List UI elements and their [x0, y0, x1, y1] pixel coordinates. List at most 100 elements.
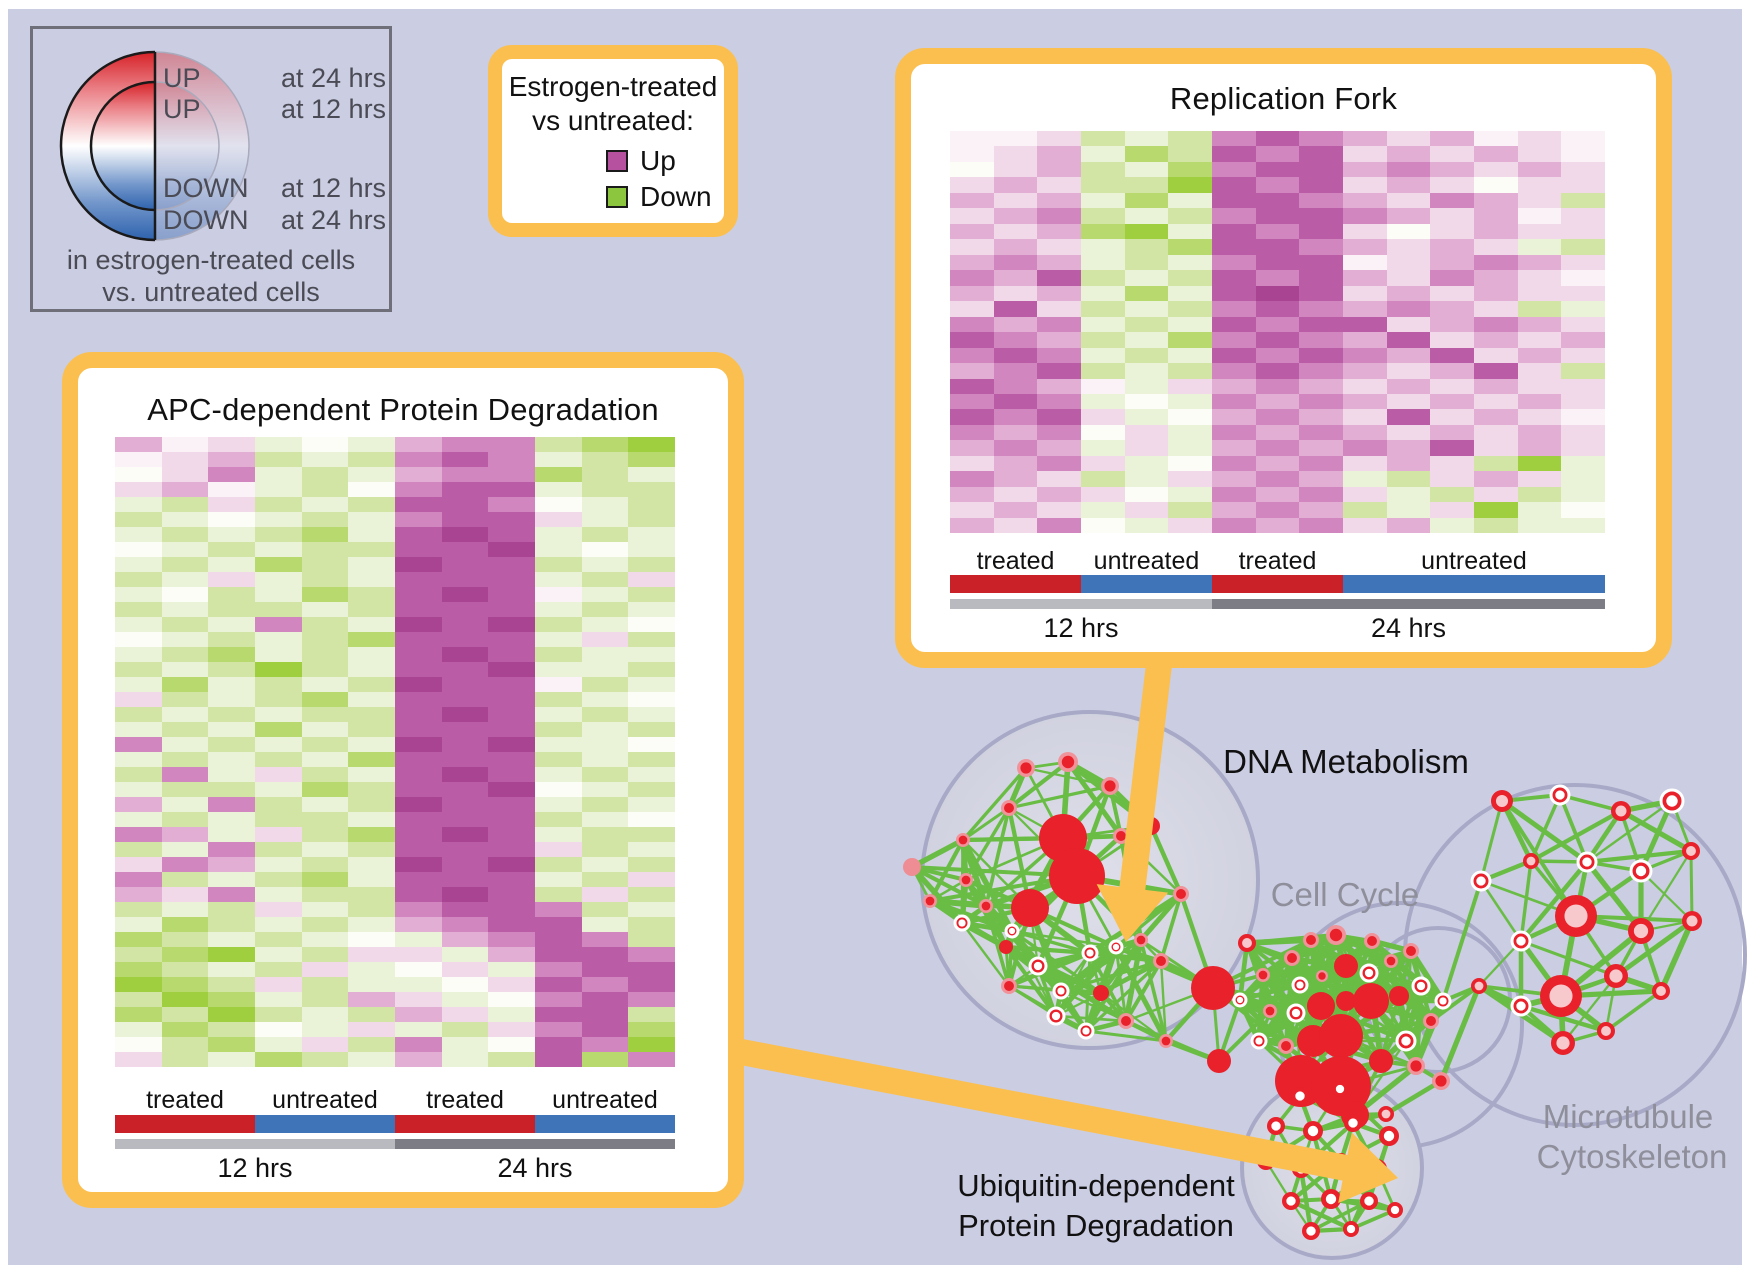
heatmap-cell	[208, 782, 256, 797]
heatmap-cell	[535, 617, 582, 632]
heatmap-cell	[1561, 146, 1606, 162]
heatmap-row	[950, 177, 1606, 193]
heatmap-cell	[161, 1022, 209, 1037]
heatmap-cell	[628, 842, 676, 857]
heatmap-cell	[950, 208, 994, 224]
heatmap-cell	[395, 932, 442, 947]
heatmap-cell	[535, 707, 582, 722]
heatmap-cell	[1081, 409, 1125, 425]
heatmap-cell	[255, 977, 302, 992]
heatmap-cell	[628, 587, 676, 602]
heatmap-cell	[1124, 471, 1169, 487]
heatmap-cell	[581, 857, 629, 872]
heatmap-cell	[1343, 177, 1387, 193]
heatmap-cell	[161, 587, 209, 602]
heatmap-cell	[1561, 192, 1606, 209]
heatmap-cell	[115, 752, 162, 767]
heatmap-cell	[208, 752, 256, 767]
heatmap-row	[115, 1007, 676, 1022]
heatmap-cell	[301, 752, 349, 767]
heatmap-cell	[1212, 301, 1256, 317]
heatmap-cell	[115, 452, 162, 467]
heatmap-cell	[255, 452, 302, 467]
heatmap-cell	[1561, 332, 1606, 348]
heatmap-cell	[950, 424, 994, 441]
heatmap-cell	[1386, 177, 1431, 193]
heatmap-cell	[488, 692, 536, 707]
heatmap-cell	[255, 437, 302, 452]
heatmap-cell	[1168, 192, 1213, 209]
heatmap-cell	[1299, 471, 1344, 487]
heatmap-cell	[993, 363, 1038, 379]
heatmap-cell	[488, 947, 536, 962]
heatmap-cell	[1474, 378, 1518, 394]
heatmap-cell	[161, 887, 209, 902]
heatmap-cell	[1474, 486, 1518, 503]
heatmap-cell	[348, 512, 396, 527]
heatmap-cell	[301, 797, 349, 812]
heatmap-cell	[488, 662, 536, 677]
heatmap-cell	[488, 542, 536, 557]
heatmap-row	[115, 947, 676, 962]
heatmap-cell	[441, 782, 489, 797]
heatmap-cell	[1124, 316, 1169, 333]
heatmap-cell	[301, 677, 349, 692]
heatmap-cell	[1343, 517, 1387, 534]
heatmap-cell	[255, 932, 302, 947]
heatmap-cell	[581, 512, 629, 527]
heatmap-cell	[1386, 393, 1431, 410]
heatmap-cell	[1430, 131, 1475, 147]
heatmap-cell	[628, 1022, 676, 1037]
heatmap-cell	[1168, 455, 1213, 472]
heatmap-row	[950, 440, 1606, 456]
heatmap-cell	[1168, 208, 1213, 224]
heatmap-cell	[348, 482, 396, 497]
heatmap-cell	[1343, 161, 1387, 178]
heatmap-cell	[1386, 316, 1431, 333]
treated-bar-segment	[395, 1115, 535, 1133]
heatmap-cell	[581, 812, 629, 827]
heatmap-cell	[255, 917, 302, 932]
heatmap-cell	[1474, 363, 1518, 379]
heatmap-row	[115, 767, 676, 782]
heatmap-cell	[161, 812, 209, 827]
heatmap-cell	[1386, 471, 1431, 487]
heatmap-cell	[1561, 347, 1606, 364]
heatmap-cell	[950, 502, 994, 518]
heatmap-cell	[1212, 347, 1256, 364]
heatmap-cell	[348, 1052, 396, 1067]
heatmap-cell	[1212, 363, 1256, 379]
heatmap-cell	[488, 932, 536, 947]
heatmap-cell	[301, 1052, 349, 1067]
heatmap-cell	[1386, 502, 1431, 518]
heatmap-cell	[441, 572, 489, 587]
heatmap-cell	[208, 1007, 256, 1022]
heatmap-cell	[1299, 254, 1344, 271]
apc-heatmap	[115, 437, 676, 1067]
heatmap-cell	[441, 587, 489, 602]
heatmap-row	[950, 393, 1606, 410]
heatmap-cell	[1124, 424, 1169, 441]
heatmap-cell	[1299, 517, 1344, 534]
heatmap-cell	[581, 782, 629, 797]
heatmap-cell	[1474, 131, 1518, 147]
heatmap-row	[950, 455, 1606, 472]
heatmap-cell	[1081, 254, 1125, 271]
rf-panel-title: Replication Fork	[1169, 81, 1398, 116]
heatmap-cell	[628, 962, 676, 977]
heatmap-cell	[1517, 270, 1562, 286]
heatmap-cell	[1561, 409, 1606, 425]
heatmap-cell	[581, 1037, 629, 1052]
heatmap-cell	[535, 842, 582, 857]
heatmap-cell	[441, 1037, 489, 1052]
heatmap-cell	[1037, 517, 1082, 534]
heatmap-cell	[208, 737, 256, 752]
heatmap-row	[115, 662, 676, 677]
heatmap-row	[115, 437, 676, 452]
heatmap-row	[115, 497, 676, 512]
heatmap-cell	[1124, 301, 1169, 317]
heatmap-cell	[115, 467, 162, 482]
heatmap-cell	[993, 131, 1038, 147]
heatmap-cell	[950, 177, 994, 193]
